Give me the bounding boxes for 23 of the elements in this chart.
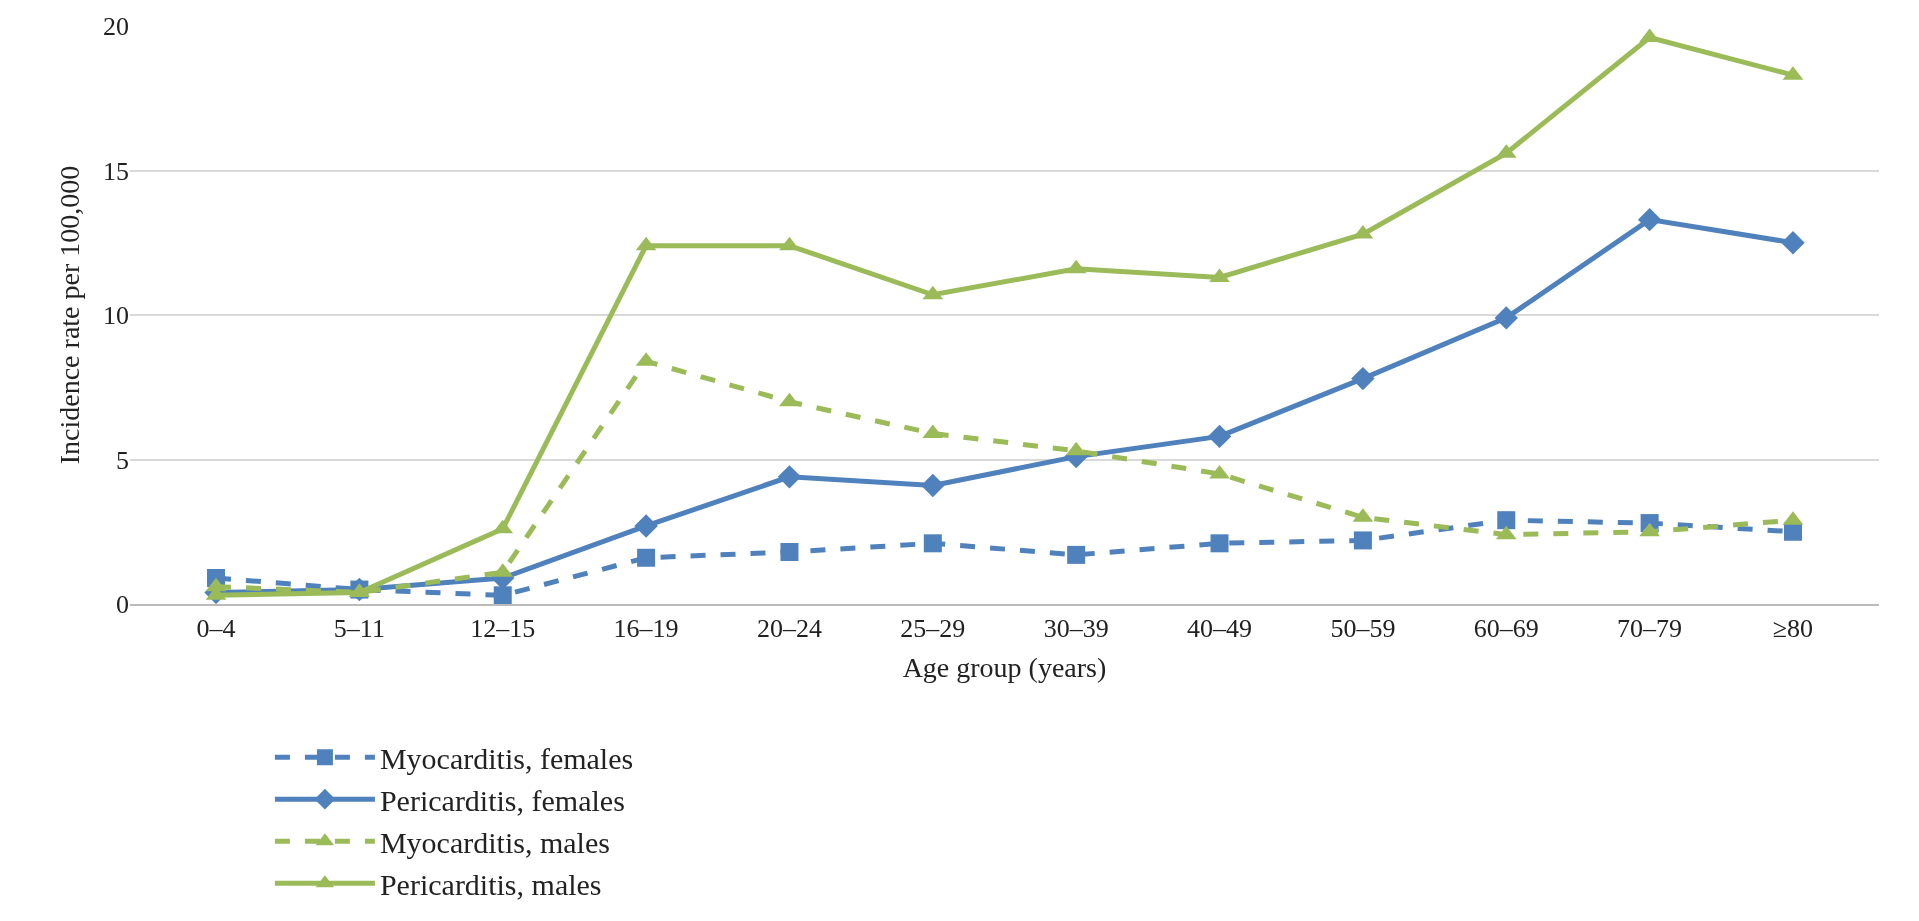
- y-axis-title: Incidence rate per 100,000: [53, 165, 85, 465]
- y-tick-label: 15: [103, 156, 129, 186]
- x-axis-title: Age group (years): [902, 651, 1107, 683]
- y-tick-label: 5: [116, 445, 129, 475]
- x-tick-label: 25–29: [900, 614, 966, 644]
- legend-label: Myocarditis, males: [379, 825, 610, 859]
- legend-label: Pericarditis, females: [379, 783, 625, 817]
- x-tick-label: 20–24: [756, 614, 822, 644]
- x-tick-label: 70–79: [1617, 614, 1683, 644]
- x-tick-label: ≥80: [1772, 614, 1814, 644]
- y-tick-label: 0: [116, 590, 129, 620]
- legend-label: Myocarditis, females: [379, 741, 634, 775]
- x-tick-label: 12–15: [470, 614, 536, 644]
- x-tick-label: 5–11: [333, 614, 385, 644]
- x-tick-label: 16–19: [613, 614, 679, 644]
- y-tick-label: 10: [103, 301, 129, 331]
- y-tick-label: 20: [103, 12, 129, 42]
- x-tick-label: 50–59: [1330, 614, 1396, 644]
- x-tick-label: 0–4: [196, 614, 236, 644]
- legend-label: Pericarditis, males: [379, 867, 602, 901]
- x-tick-label: 40–49: [1187, 614, 1253, 644]
- x-tick-label: 60–69: [1473, 614, 1539, 644]
- x-tick-label: 30–39: [1043, 614, 1109, 644]
